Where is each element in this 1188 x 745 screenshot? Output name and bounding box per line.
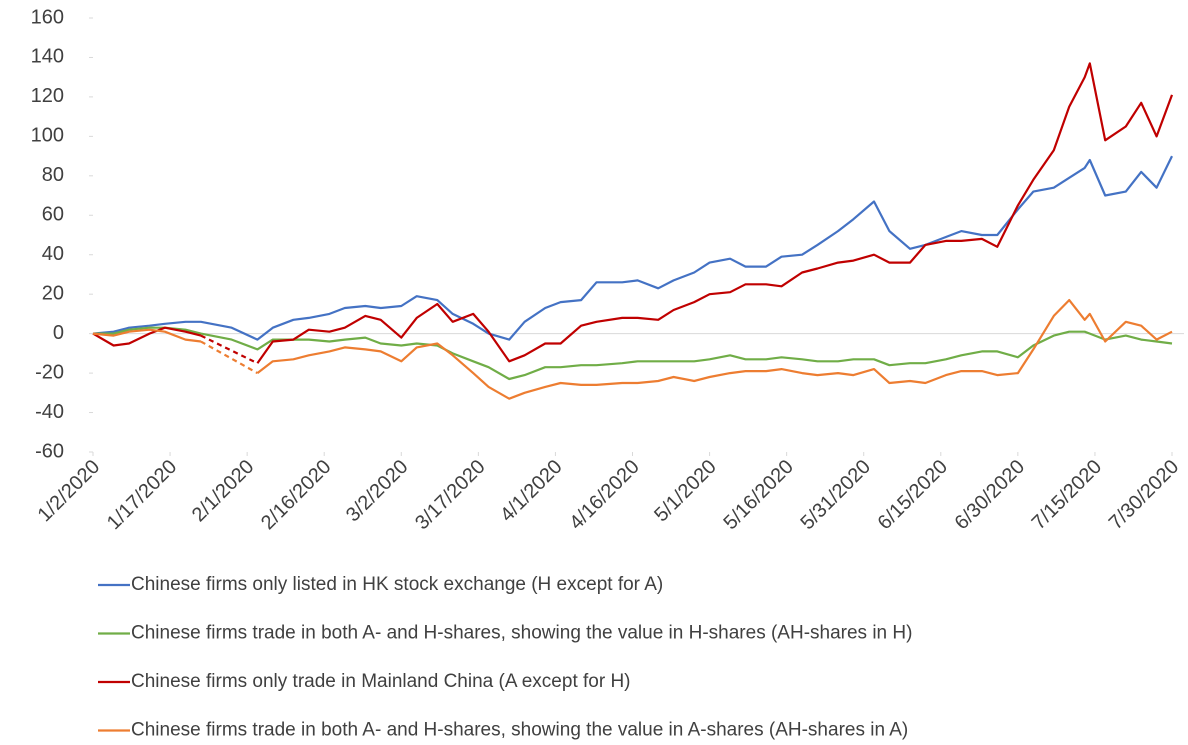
x-tick-label: 5/31/2020 [797,456,875,534]
x-tick-label: 4/1/2020 [496,456,567,527]
series-line [92,328,202,343]
x-tick-label: 1/17/2020 [103,456,181,534]
legend-label: Chinese firms only listed in HK stock ex… [131,574,663,595]
gap-bridge [200,334,258,365]
y-tick-label: 120 [31,85,64,107]
legend-label: Chinese firms only trade in Mainland Chi… [131,671,631,692]
x-tick-label: 2/16/2020 [257,456,335,534]
x-tick-label: 7/15/2020 [1028,456,1106,534]
x-tick-label: 4/16/2020 [565,456,643,534]
series-line [92,155,1173,341]
x-tick-label: 3/17/2020 [411,456,489,534]
y-tick-label: -60 [35,440,64,462]
x-tick-label: 1/2/2020 [34,456,105,527]
x-tick-label: 3/2/2020 [342,456,413,527]
y-tick-label: -20 [35,361,64,383]
y-tick-label: 160 [31,6,64,28]
series-line [92,326,202,347]
series-line [256,62,1174,364]
y-tick-label: 40 [42,243,64,265]
y-tick-label: 140 [31,46,64,68]
y-tick-label: 80 [42,164,64,186]
x-tick-label: 5/16/2020 [719,456,797,534]
legend-label: Chinese firms trade in both A- and H-sha… [131,720,908,740]
series-line [93,326,1173,381]
x-tick-label: 7/30/2020 [1105,456,1183,534]
x-tick-label: 6/15/2020 [874,456,952,534]
legend-label: Chinese firms trade in both A- and H-sha… [131,623,912,644]
series-line [256,299,1173,400]
x-tick-label: 2/1/2020 [188,456,259,527]
y-tick-label: -40 [35,401,64,423]
y-tick-label: 20 [42,282,64,304]
x-tick-label: 6/30/2020 [951,456,1029,534]
gap-bridge [200,340,258,375]
y-tick-label: 0 [53,322,64,344]
y-tick-label: 60 [42,204,64,226]
y-tick-label: 100 [31,125,64,147]
x-tick-label: 5/1/2020 [650,456,721,527]
